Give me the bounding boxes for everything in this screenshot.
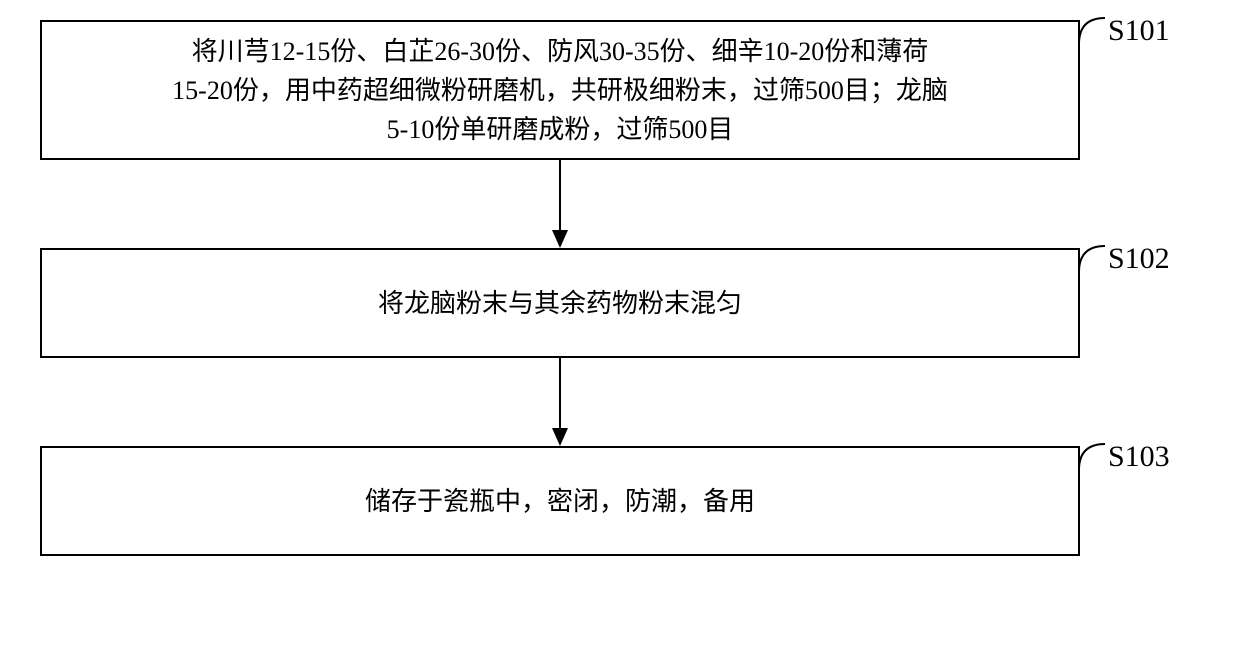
step-wrap-1: 将川芎12-15份、白芷26-30份、防风30-35份、细辛10-20份和薄荷 … bbox=[40, 20, 1200, 160]
connector-curve-icon bbox=[1078, 17, 1106, 45]
step-box-2: 将龙脑粉末与其余药物粉末混匀 bbox=[40, 248, 1080, 358]
step-label-3: S103 bbox=[1108, 440, 1170, 474]
step-3-line-1: 储存于瓷瓶中，密闭，防潮，备用 bbox=[365, 482, 755, 521]
step-2-line-1: 将龙脑粉末与其余药物粉末混匀 bbox=[378, 284, 742, 323]
step-box-1: 将川芎12-15份、白芷26-30份、防风30-35份、细辛10-20份和薄荷 … bbox=[40, 20, 1080, 160]
arrow-1-2 bbox=[40, 160, 1080, 248]
step-label-2: S102 bbox=[1108, 242, 1170, 276]
arrow-down-icon bbox=[548, 160, 572, 248]
arrow-2-3 bbox=[40, 358, 1080, 446]
step-1-line-2: 15-20份，用中药超细微粉研磨机，共研极细粉末，过筛500目；龙脑 bbox=[172, 71, 948, 110]
step-1-line-3: 5-10份单研磨成粉，过筛500目 bbox=[387, 110, 734, 149]
step-wrap-3: 储存于瓷瓶中，密闭，防潮，备用 S103 bbox=[40, 446, 1200, 556]
step-label-connector-1: S101 bbox=[1078, 14, 1170, 48]
flowchart-container: 将川芎12-15份、白芷26-30份、防风30-35份、细辛10-20份和薄荷 … bbox=[40, 20, 1200, 556]
arrow-down-icon bbox=[548, 358, 572, 446]
connector-curve-icon bbox=[1078, 245, 1106, 273]
connector-curve-icon bbox=[1078, 443, 1106, 471]
step-1-line-1: 将川芎12-15份、白芷26-30份、防风30-35份、细辛10-20份和薄荷 bbox=[192, 32, 929, 71]
step-box-3: 储存于瓷瓶中，密闭，防潮，备用 bbox=[40, 446, 1080, 556]
step-label-connector-2: S102 bbox=[1078, 242, 1170, 276]
step-label-1: S101 bbox=[1108, 14, 1170, 48]
step-wrap-2: 将龙脑粉末与其余药物粉末混匀 S102 bbox=[40, 248, 1200, 358]
step-label-connector-3: S103 bbox=[1078, 440, 1170, 474]
